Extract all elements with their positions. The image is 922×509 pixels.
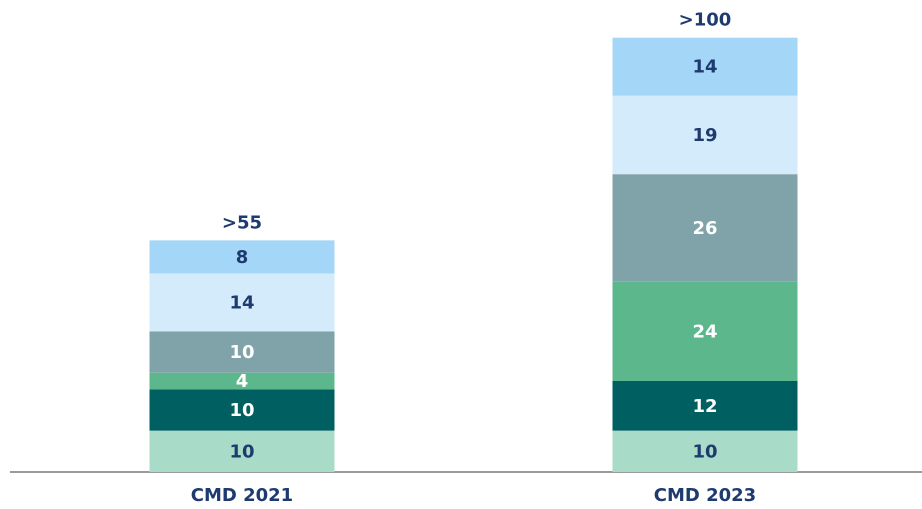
total-label: >55 [222, 212, 262, 233]
x-tick-label: CMD 2023 [654, 485, 756, 506]
segment-label: 10 [229, 441, 254, 462]
segment-label: 24 [692, 321, 717, 342]
segment-label: 10 [692, 441, 717, 462]
bar-segment [612, 174, 798, 282]
segment-label: 12 [692, 396, 717, 417]
segment-label: 14 [229, 292, 254, 313]
segment-label: 26 [692, 218, 717, 239]
x-tick-label: CMD 2021 [191, 485, 293, 506]
bar-segment [149, 430, 335, 472]
total-label: >100 [679, 10, 732, 31]
segment-label: 10 [229, 400, 254, 421]
segment-label: 8 [236, 247, 249, 268]
bar-segment [612, 37, 798, 96]
segment-label: 14 [692, 57, 717, 78]
bar-segment [612, 281, 798, 381]
bar-segment [612, 430, 798, 472]
bar-segment [612, 381, 798, 431]
segment-label: 10 [229, 342, 254, 363]
bar-segment [149, 331, 335, 373]
bar-segment [149, 273, 335, 332]
segment-label: 4 [236, 371, 249, 392]
bar-segment [149, 372, 335, 390]
bar-segment [149, 240, 335, 274]
bar-segment [149, 389, 335, 431]
segment-label: 19 [692, 125, 717, 146]
bar-segment [612, 95, 798, 175]
